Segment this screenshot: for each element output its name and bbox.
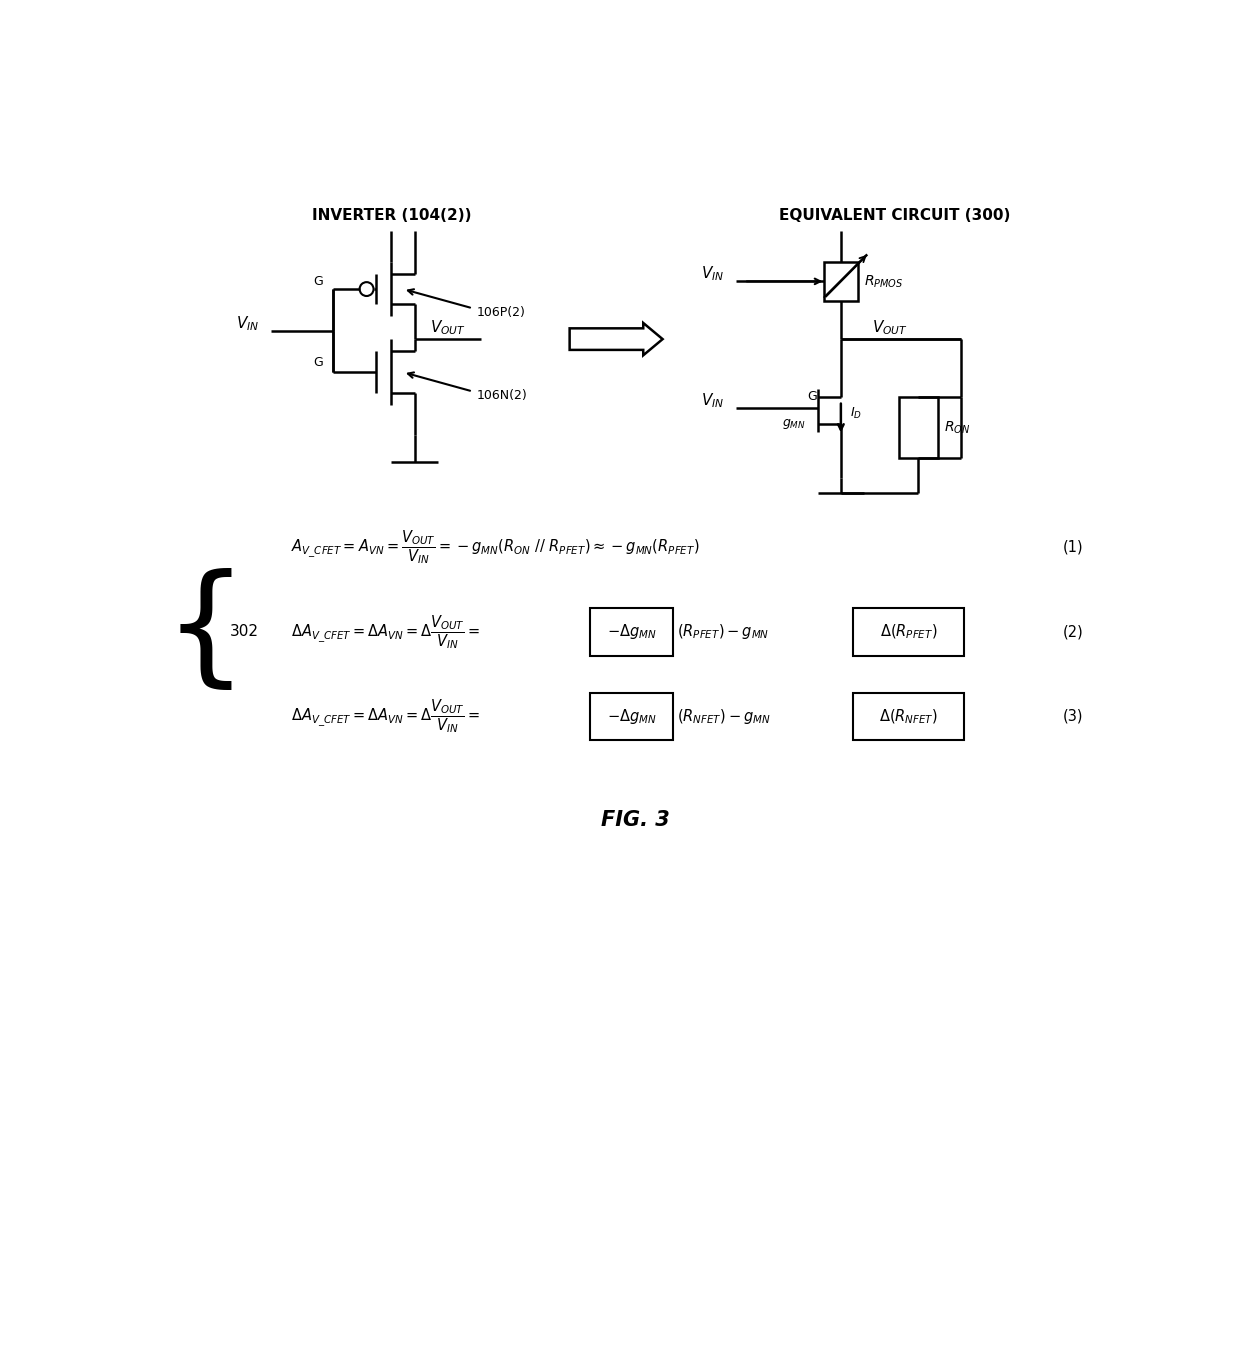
Text: $g_{MN}$: $g_{MN}$ [782, 417, 806, 431]
Text: $I_D$: $I_D$ [851, 406, 862, 421]
Text: $R_{PMOS}$: $R_{PMOS}$ [864, 273, 904, 289]
Text: G: G [312, 275, 322, 288]
Text: $\{$: $\{$ [162, 568, 232, 695]
Text: G: G [312, 356, 322, 369]
FancyBboxPatch shape [590, 608, 673, 656]
Text: EQUIVALENT CIRCUIT (300): EQUIVALENT CIRCUIT (300) [780, 209, 1011, 224]
Text: (3): (3) [1063, 709, 1084, 724]
Text: $(R_{NFET}) - g_{MN}$: $(R_{NFET}) - g_{MN}$ [677, 707, 770, 726]
Text: 106N(2): 106N(2) [476, 388, 527, 402]
FancyBboxPatch shape [823, 262, 858, 301]
Text: 106P(2): 106P(2) [476, 305, 526, 319]
Text: $(R_{PFET}) - g_{MN}$: $(R_{PFET}) - g_{MN}$ [677, 623, 769, 641]
FancyBboxPatch shape [590, 692, 673, 740]
Text: $\Delta(R_{NFET})$: $\Delta(R_{NFET})$ [879, 707, 939, 725]
FancyBboxPatch shape [899, 397, 937, 458]
Text: $-\Delta g_{MN}$: $-\Delta g_{MN}$ [606, 707, 656, 726]
Text: (1): (1) [1063, 540, 1084, 555]
Text: $-\Delta g_{MN}$: $-\Delta g_{MN}$ [606, 623, 656, 641]
Text: (2): (2) [1063, 624, 1084, 639]
Text: $\Delta(R_{PFET})$: $\Delta(R_{PFET})$ [880, 623, 937, 641]
FancyArrow shape [569, 323, 662, 356]
Text: $\Delta A_{V\_CFET} = \Delta A_{VN} = \Delta \dfrac{V_{OUT}}{V_{IN}} =$: $\Delta A_{V\_CFET} = \Delta A_{VN} = \D… [290, 698, 480, 736]
FancyBboxPatch shape [853, 692, 965, 740]
Text: FIG. 3: FIG. 3 [601, 811, 670, 830]
Text: $V_{IN}$: $V_{IN}$ [702, 264, 724, 284]
Text: $R_{ON}$: $R_{ON}$ [944, 420, 970, 436]
Text: $V_{OUT}$: $V_{OUT}$ [872, 318, 908, 337]
Text: 302: 302 [229, 624, 259, 639]
FancyBboxPatch shape [853, 608, 965, 656]
Text: $V_{IN}$: $V_{IN}$ [702, 391, 724, 410]
Text: INVERTER (104(2)): INVERTER (104(2)) [311, 209, 471, 224]
Text: $\Delta A_{V\_CFET} = \Delta A_{VN} = \Delta \dfrac{V_{OUT}}{V_{IN}} =$: $\Delta A_{V\_CFET} = \Delta A_{VN} = \D… [290, 613, 480, 650]
Text: $A_{V\_CFET} = A_{VN} = \dfrac{V_{OUT}}{V_{IN}} = -g_{MN}(R_{ON}\ //\ R_{PFET}) : $A_{V\_CFET} = A_{VN} = \dfrac{V_{OUT}}{… [290, 527, 699, 566]
Text: $V_{IN}$: $V_{IN}$ [237, 315, 259, 333]
Text: G: G [807, 390, 817, 403]
Text: $V_{OUT}$: $V_{OUT}$ [430, 318, 466, 337]
